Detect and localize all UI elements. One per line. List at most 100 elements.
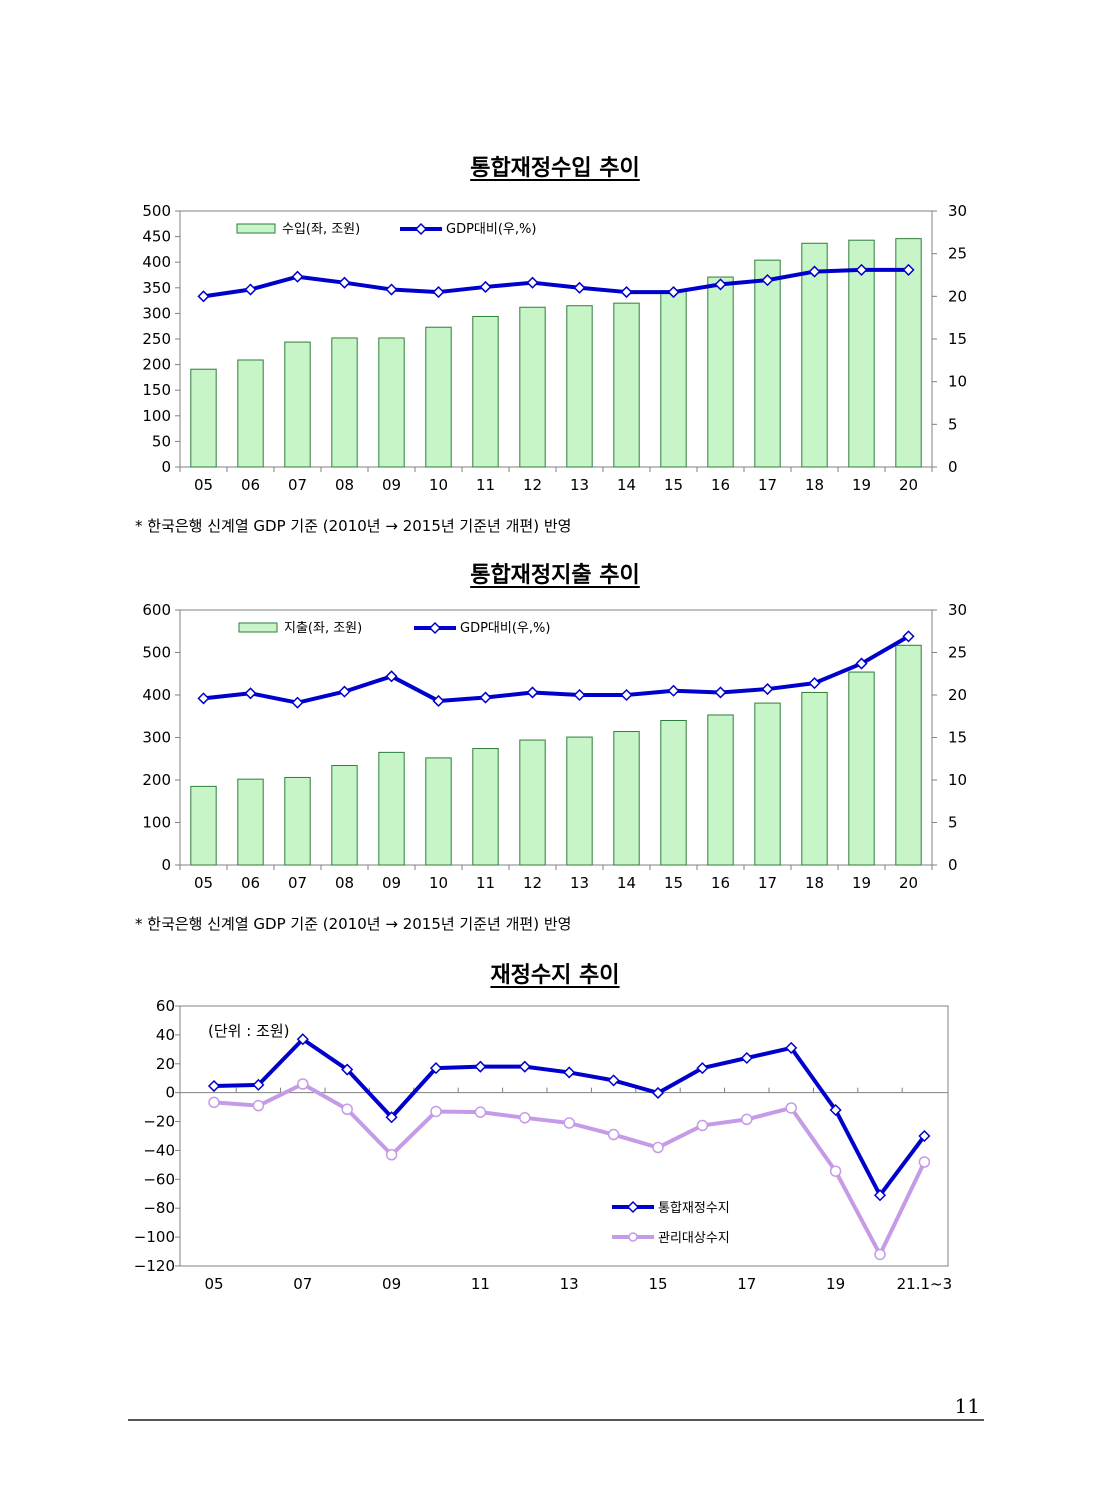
line-point xyxy=(244,687,257,700)
line-point xyxy=(829,1103,842,1117)
y2-tick-label: 0 xyxy=(948,458,958,476)
legend-label-managed: 관리대상수지 xyxy=(658,1231,730,1246)
bar xyxy=(895,644,922,866)
line-point xyxy=(385,1111,398,1124)
line-point xyxy=(341,1063,354,1076)
y-tick-label: 40 xyxy=(156,1026,175,1044)
legend-marker xyxy=(628,1232,638,1242)
x-tick-label: 07 xyxy=(288,476,307,494)
bar xyxy=(895,238,922,468)
line-point xyxy=(474,1106,487,1118)
x-tick-label: 15 xyxy=(648,1275,667,1293)
chart3-balance: −120 −100 −80 −60 −40 −20 0 20 40 60 05 07 09 11 13 15 1… xyxy=(134,997,952,1293)
x-tick-label: 20 xyxy=(899,476,918,494)
x-tick-label: 09 xyxy=(382,1275,401,1293)
x-tick-label: 08 xyxy=(335,476,354,494)
y-tick-label: 150 xyxy=(142,381,171,399)
line-point xyxy=(244,283,257,296)
bar xyxy=(190,368,217,468)
line-point xyxy=(526,276,539,289)
bar xyxy=(237,778,264,866)
bar xyxy=(519,739,546,866)
x-tick-label: 05 xyxy=(204,1275,223,1293)
line-point xyxy=(385,283,398,296)
bar xyxy=(566,736,593,866)
bar xyxy=(425,757,452,866)
unit-label: (단위 : 조원) xyxy=(208,1022,290,1040)
x-tick-label: 17 xyxy=(737,1275,756,1293)
line-point xyxy=(296,1033,309,1046)
y-tick-label: 450 xyxy=(142,228,171,246)
legend-swatch-bar xyxy=(236,223,276,234)
line-point xyxy=(338,685,351,698)
y-tick-label: −20 xyxy=(143,1113,175,1131)
x-tick-label: 14 xyxy=(617,476,636,494)
x-tick-label: 16 xyxy=(711,476,730,494)
line-point xyxy=(918,1129,931,1143)
page-number: 11 xyxy=(954,1394,980,1418)
line-point xyxy=(651,1086,665,1100)
y-tick-label: −80 xyxy=(143,1199,175,1217)
line-point xyxy=(563,1066,576,1079)
line-point xyxy=(785,1041,798,1054)
y-tick-label: 100 xyxy=(142,814,171,832)
bar xyxy=(801,691,828,866)
line-point xyxy=(519,1112,531,1124)
legend-label-line: GDP대비(우,%) xyxy=(446,222,536,237)
line-point xyxy=(714,278,727,291)
x-tick-label: 08 xyxy=(335,874,354,892)
line-point xyxy=(873,1189,887,1202)
line-point xyxy=(518,1060,531,1073)
line-point xyxy=(620,688,633,702)
bar xyxy=(472,748,499,866)
y-tick-label: 200 xyxy=(142,356,171,374)
x-tick-label: 05 xyxy=(194,476,213,494)
y-tick-label: 0 xyxy=(161,856,171,874)
series-line-managed-balance xyxy=(213,1082,927,1257)
legend-marker xyxy=(626,1200,640,1214)
footer-rule xyxy=(128,1419,984,1421)
legend-label-consolidated: 통합재정수지 xyxy=(658,1201,730,1216)
y2-tick-label: 5 xyxy=(948,814,958,832)
line-point xyxy=(430,1105,442,1118)
y-tick-label: 0 xyxy=(165,1084,175,1102)
x-tick-label: 06 xyxy=(241,874,260,892)
line-point xyxy=(432,694,445,708)
line-point xyxy=(341,1103,353,1116)
y-tick-label: −40 xyxy=(143,1141,175,1159)
y2-tick-label: 30 xyxy=(948,601,967,619)
x-tick-label: 16 xyxy=(711,874,730,892)
x-tick-label: 13 xyxy=(570,476,589,494)
y-tick-label: −60 xyxy=(143,1170,175,1188)
line-point xyxy=(563,1117,575,1129)
x-tick-label: 18 xyxy=(805,874,824,892)
y-tick-label: 200 xyxy=(142,771,171,789)
y-tick-label: 50 xyxy=(152,432,171,450)
line-point xyxy=(785,1102,797,1114)
x-tick-label: 11 xyxy=(476,874,495,892)
y-tick-label: 0 xyxy=(161,458,171,476)
bar xyxy=(284,341,311,468)
x-tick-label: 05 xyxy=(194,874,213,892)
legend-label-bar: 수입(좌, 조원) xyxy=(282,222,360,237)
bar xyxy=(425,326,452,468)
y2-tick-label: 15 xyxy=(948,330,967,348)
y2-tick-label: 15 xyxy=(948,729,967,747)
x-tick-label: 18 xyxy=(805,476,824,494)
y-tick-label: 350 xyxy=(142,279,171,297)
y2-tick-label: 5 xyxy=(948,415,958,433)
y-tick-label: 400 xyxy=(142,253,171,271)
x-tick-label: 09 xyxy=(382,476,401,494)
y-tick-label: 100 xyxy=(142,407,171,425)
y-tick-label: −100 xyxy=(134,1228,175,1246)
bar xyxy=(848,239,875,468)
line-point xyxy=(902,263,915,276)
line-point xyxy=(526,686,539,699)
line-point xyxy=(573,688,586,702)
x-tick-label: 14 xyxy=(617,874,636,892)
line-point xyxy=(429,1062,443,1075)
line-point xyxy=(252,1099,265,1112)
line-point xyxy=(385,670,398,683)
line-point xyxy=(667,286,680,299)
bar xyxy=(519,306,546,468)
